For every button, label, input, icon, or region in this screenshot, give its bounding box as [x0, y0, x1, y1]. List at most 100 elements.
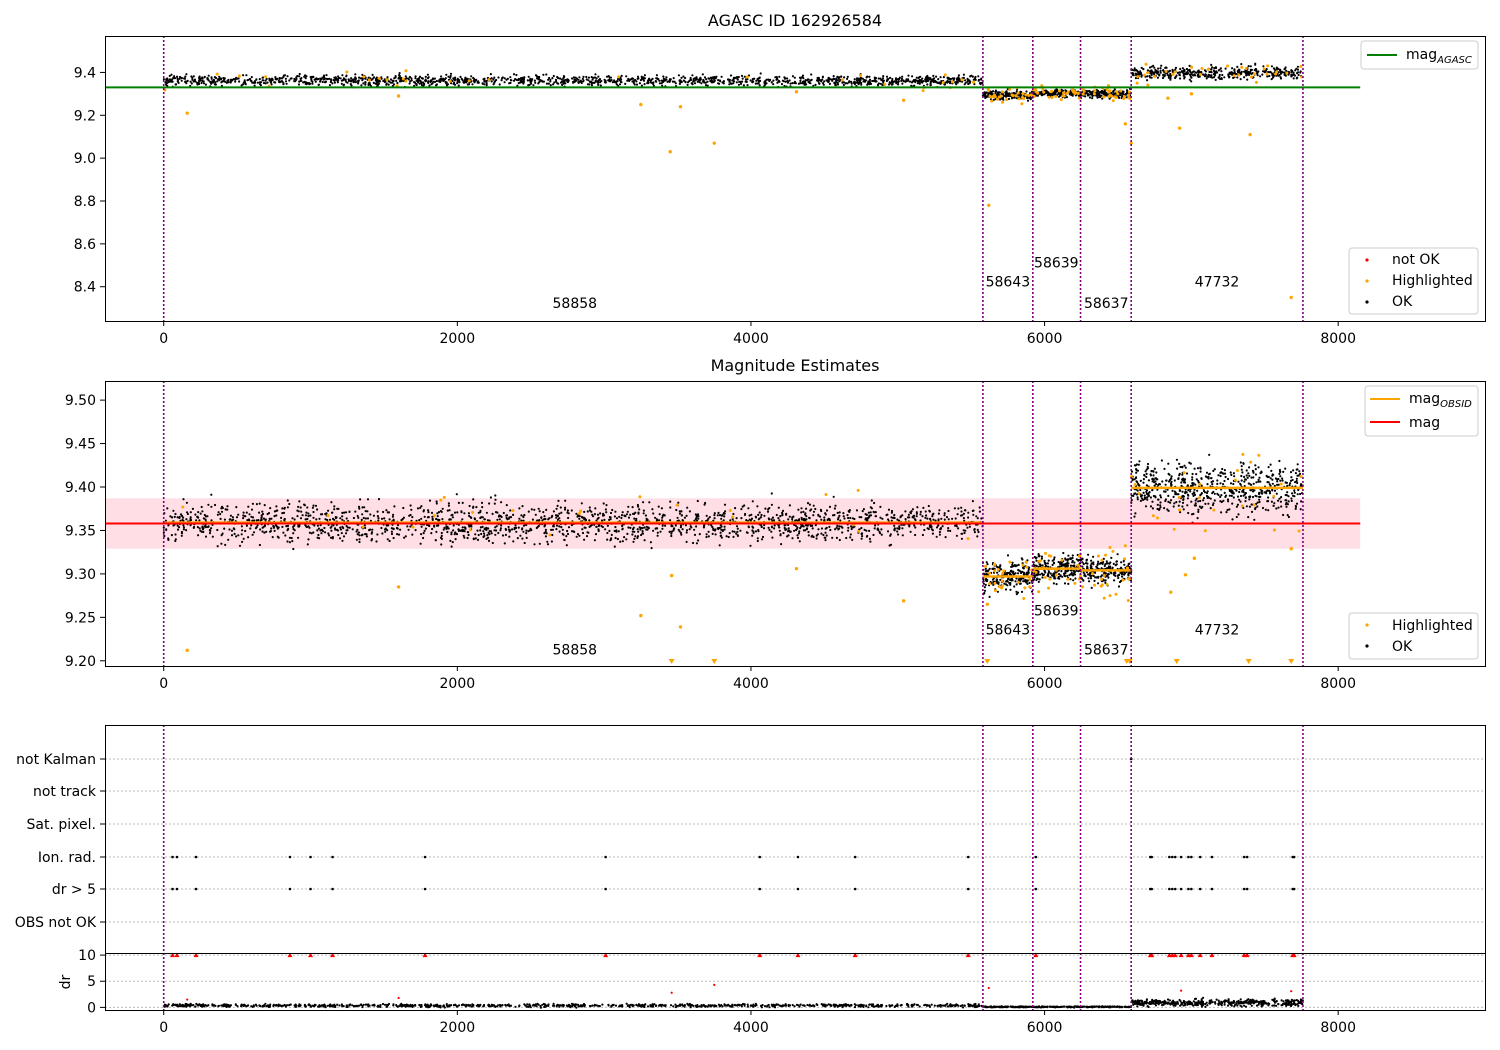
- highlighted-point: [1054, 94, 1058, 98]
- highlighted-point: [1024, 560, 1028, 564]
- highlighted-point: [1272, 528, 1276, 532]
- flag-marker: [1170, 855, 1174, 859]
- highlighted-point: [1297, 529, 1301, 533]
- highlighted-point: [1054, 573, 1058, 577]
- highlighted-outlier: [669, 573, 674, 578]
- highlighted-point: [1081, 585, 1085, 589]
- highlighted-point: [1028, 577, 1032, 581]
- flag-marker: [758, 887, 762, 891]
- ok-points-58643: [981, 88, 1034, 103]
- highlighted-point: [1059, 98, 1063, 102]
- magnitude-legend-upper: magOBSID mag: [1364, 385, 1479, 437]
- flag-marker: [1168, 887, 1171, 891]
- ok-points-58637: [1079, 553, 1133, 589]
- flags-panel: not Kalman not track Sat. pixel. Ion. rad. d…: [15, 725, 1486, 1036]
- highlighted-point: [1047, 586, 1051, 590]
- flag-marker: [1173, 887, 1177, 891]
- flag-marker: [604, 855, 607, 859]
- highlighted-outlier: [639, 613, 643, 618]
- agasc-panel-title: AGASC ID 162926584: [708, 11, 882, 30]
- highlighted-point: [1121, 578, 1125, 582]
- highlighted-point: [1111, 99, 1115, 103]
- flag-marker: [1242, 855, 1246, 859]
- highlighted-point: [395, 84, 399, 88]
- highlighted-point: [1177, 495, 1181, 499]
- dr-tick-label: 5: [87, 974, 96, 990]
- highlighted-point: [1005, 98, 1009, 102]
- highlighted-point: [1016, 91, 1020, 95]
- dr-clipped-marker: [170, 952, 176, 958]
- obsid-label: 58639: [1034, 255, 1079, 271]
- x-tick-label: 2000: [440, 676, 476, 692]
- highlighted-point: [1024, 93, 1028, 97]
- highlighted-point: [1020, 95, 1024, 99]
- highlighted-point: [1265, 72, 1269, 76]
- y-tick-label: 9.35: [65, 523, 96, 539]
- highlighted-point: [983, 564, 987, 568]
- flag-marker: [1179, 887, 1183, 891]
- highlighted-point: [1057, 89, 1061, 93]
- highlighted-point: [264, 75, 268, 79]
- x-tick-label: 2000: [440, 331, 476, 347]
- highlighted-point: [1252, 503, 1256, 507]
- dr-clipped-marker: [308, 952, 314, 958]
- highlighted-point: [326, 513, 330, 517]
- highlighted-outlier: [1183, 573, 1188, 577]
- highlighted-point: [1102, 596, 1106, 600]
- highlighted-point: [1066, 577, 1070, 581]
- highlighted-point: [1156, 516, 1160, 520]
- dr-outlier: [397, 996, 400, 1000]
- highlighted-point: [448, 79, 452, 83]
- flag-marker: [796, 855, 800, 859]
- highlighted-point: [966, 537, 970, 541]
- flag-marker: [1187, 887, 1190, 891]
- highlighted-point: [1008, 87, 1012, 91]
- flag-marker: [1190, 855, 1193, 859]
- highlighted-point: [1114, 96, 1118, 100]
- highlighted-point: [1126, 599, 1130, 603]
- highlighted-point: [1114, 592, 1118, 596]
- flag-marker: [194, 855, 198, 859]
- highlighted-outlier: [901, 98, 906, 102]
- dr-clipped-marker: [1209, 952, 1215, 958]
- highlighted-point: [1190, 65, 1194, 69]
- highlighted-point: [991, 95, 995, 99]
- highlighted-point: [1240, 504, 1244, 508]
- highlighted-point: [1151, 514, 1155, 518]
- highlighted-outlier: [1248, 132, 1252, 137]
- highlighted-point: [1025, 565, 1029, 569]
- highlighted-point: [1002, 569, 1006, 573]
- highlighted-point: [404, 69, 408, 73]
- dr-clipped-marker: [1172, 952, 1178, 958]
- highlighted-outlier: [1177, 126, 1182, 130]
- dr-clipped-marker: [193, 952, 199, 958]
- highlighted-point: [1164, 69, 1168, 73]
- dr-outlier: [1290, 990, 1293, 993]
- flag-marker: [1242, 887, 1246, 891]
- highlighted-point: [1127, 90, 1131, 94]
- highlighted-point: [728, 509, 732, 513]
- highlighted-point: [1137, 492, 1141, 496]
- highlighted-point: [856, 488, 860, 492]
- highlighted-point: [1037, 590, 1041, 594]
- flag-marker: [175, 855, 179, 859]
- ok-points-dr: [1131, 996, 1304, 1009]
- highlighted-outlier: [712, 141, 716, 145]
- y-tick-label: 9.4: [74, 65, 96, 81]
- highlighted-point: [1266, 64, 1270, 68]
- highlighted-point: [1107, 95, 1111, 99]
- flag-marker: [1190, 887, 1193, 891]
- highlighted-point: [731, 515, 735, 519]
- flag-marker: [966, 855, 970, 859]
- flag-marker: [758, 855, 762, 859]
- highlighted-point: [1226, 64, 1230, 68]
- highlighted-outlier: [1192, 556, 1197, 560]
- highlighted-point: [1050, 95, 1054, 99]
- highlighted-point: [1115, 90, 1119, 94]
- highlighted-point: [1206, 67, 1210, 71]
- flag-row-label: OBS not OK: [15, 915, 97, 931]
- highlighted-point: [1060, 558, 1064, 562]
- flag-marker: [1292, 887, 1296, 891]
- obsid-label: 47732: [1195, 623, 1240, 639]
- highlighted-point: [468, 528, 472, 532]
